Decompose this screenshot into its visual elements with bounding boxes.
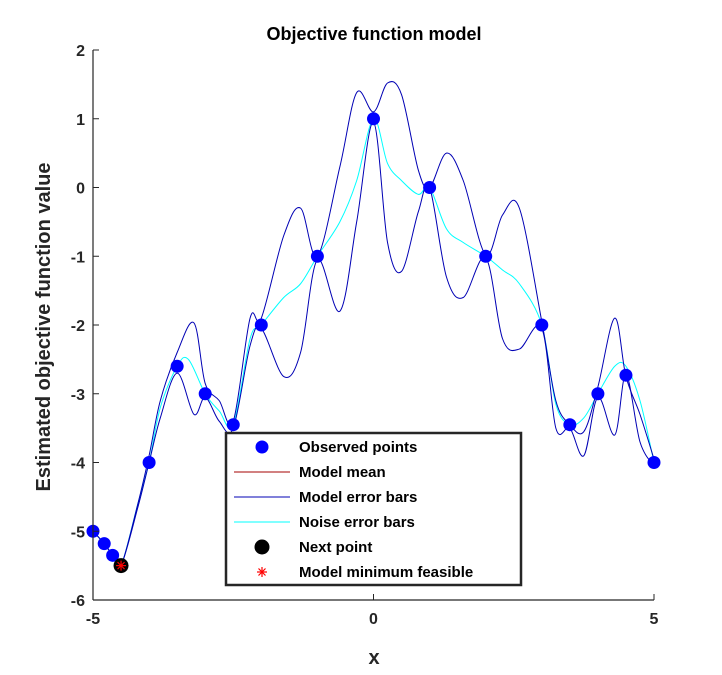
legend-label: Model mean [299,464,386,481]
observed-point [479,249,493,263]
model-minimum-feasible-marker [116,560,127,571]
y-tick-label: 1 [76,112,85,129]
legend-label: Next point [299,539,372,556]
y-tick-label: -3 [71,387,85,404]
legend-label: Model error bars [299,489,417,506]
legend-label: Observed points [299,439,417,456]
legend-item: Observed points [255,439,417,456]
legend-item: Next point [254,539,372,556]
y-tick-label: -5 [71,524,85,541]
legend-item: Model minimum feasible [257,564,473,581]
legend: Observed points Model mean Model error bar… [224,431,523,587]
legend-marker-min [257,567,267,577]
observed-point [254,318,268,332]
x-tick-label: -5 [86,611,100,628]
legend-marker-next [254,539,270,555]
chart-title: Objective function model [266,24,481,44]
observed-point [423,181,437,194]
observed-point [170,359,184,373]
legend-item: Model mean [234,464,386,481]
legend-box [224,431,523,587]
legend-item: Noise error bars [234,514,415,531]
observed-point [198,387,212,401]
y-tick-label: -1 [71,249,85,266]
observed-point [142,456,156,469]
y-tick-label: -2 [71,318,85,335]
x-tick-label: 5 [650,611,659,628]
y-axis-label: Estimated objective function value [33,163,55,492]
y-tick-label: 2 [76,43,85,60]
series-model-error-bars-lower [92,121,655,569]
legend-marker-observed [255,440,269,454]
x-tick-label: 0 [369,611,378,628]
observed-point [619,368,633,382]
x-axis-label: x [368,647,379,669]
observed-point [591,387,605,401]
observed-point [310,249,324,263]
y-tick-label: 0 [76,181,85,198]
y-tick-label: -4 [71,456,85,473]
observed-point [367,112,380,126]
observed-point [563,418,577,432]
observed-point [97,537,111,551]
legend-label: Noise error bars [299,514,415,531]
observed-point [535,318,549,332]
legend-label: Model minimum feasible [299,564,473,581]
observed-point [226,418,240,432]
y-tick-label: -6 [71,593,85,610]
plot-area [86,81,661,574]
observed-point [106,548,120,562]
legend-item: Model error bars [234,489,417,506]
observed-point [647,456,661,469]
